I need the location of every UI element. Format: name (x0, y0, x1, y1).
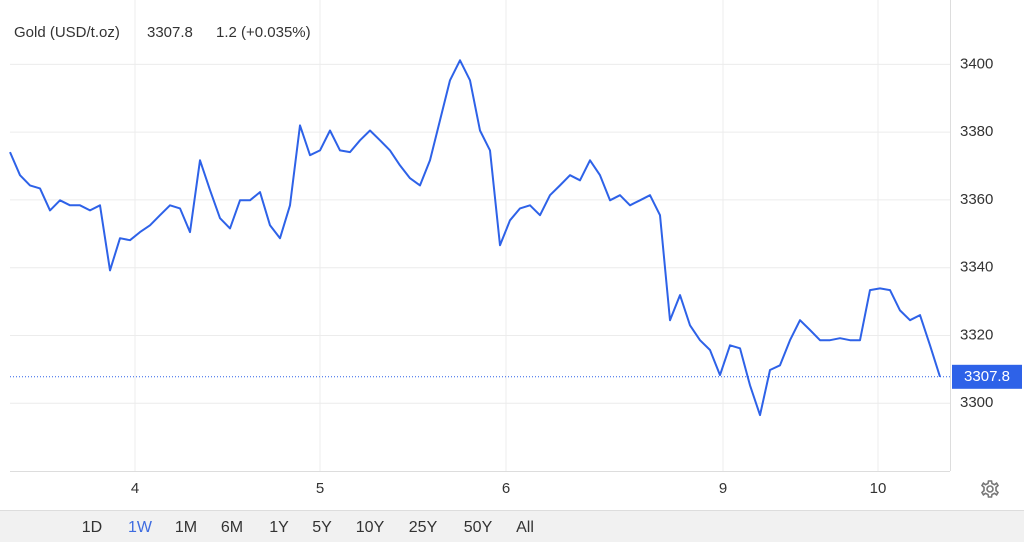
x-tick-label: 9 (719, 480, 727, 497)
range-button[interactable]: 50Y (464, 519, 493, 536)
y-tick-label: 3340 (960, 259, 993, 276)
y-tick-label: 3320 (960, 326, 993, 343)
y-tick-label: 3300 (960, 394, 993, 411)
settings-icon[interactable] (980, 480, 1000, 498)
range-button[interactable]: All (516, 519, 534, 536)
x-tick-label: 5 (316, 480, 324, 497)
range-button[interactable]: 1M (175, 519, 197, 536)
y-tick-label: 3400 (960, 55, 993, 72)
range-button[interactable]: 5Y (312, 519, 332, 536)
range-button[interactable]: 1Y (269, 519, 289, 536)
chart-title: Gold (USD/t.oz) (14, 24, 120, 41)
last-price-label: 3307.8 (964, 368, 1010, 385)
price-line (9, 59, 941, 417)
range-button[interactable]: 6M (221, 519, 243, 536)
x-tick-label: 10 (870, 480, 887, 497)
range-bar (0, 510, 1024, 542)
range-button[interactable]: 10Y (356, 519, 385, 536)
range-button[interactable]: 25Y (409, 519, 438, 536)
x-tick-label: 4 (131, 480, 139, 497)
change: 1.2 (+0.035%) (216, 24, 311, 41)
last-price-box (952, 364, 1022, 389)
x-tick-label: 6 (502, 480, 510, 497)
range-button[interactable]: 1W (128, 519, 153, 536)
y-tick-label: 3360 (960, 191, 993, 208)
range-button[interactable]: 1D (82, 519, 102, 536)
y-tick-label: 3380 (960, 123, 993, 140)
price: 3307.8 (147, 24, 193, 41)
